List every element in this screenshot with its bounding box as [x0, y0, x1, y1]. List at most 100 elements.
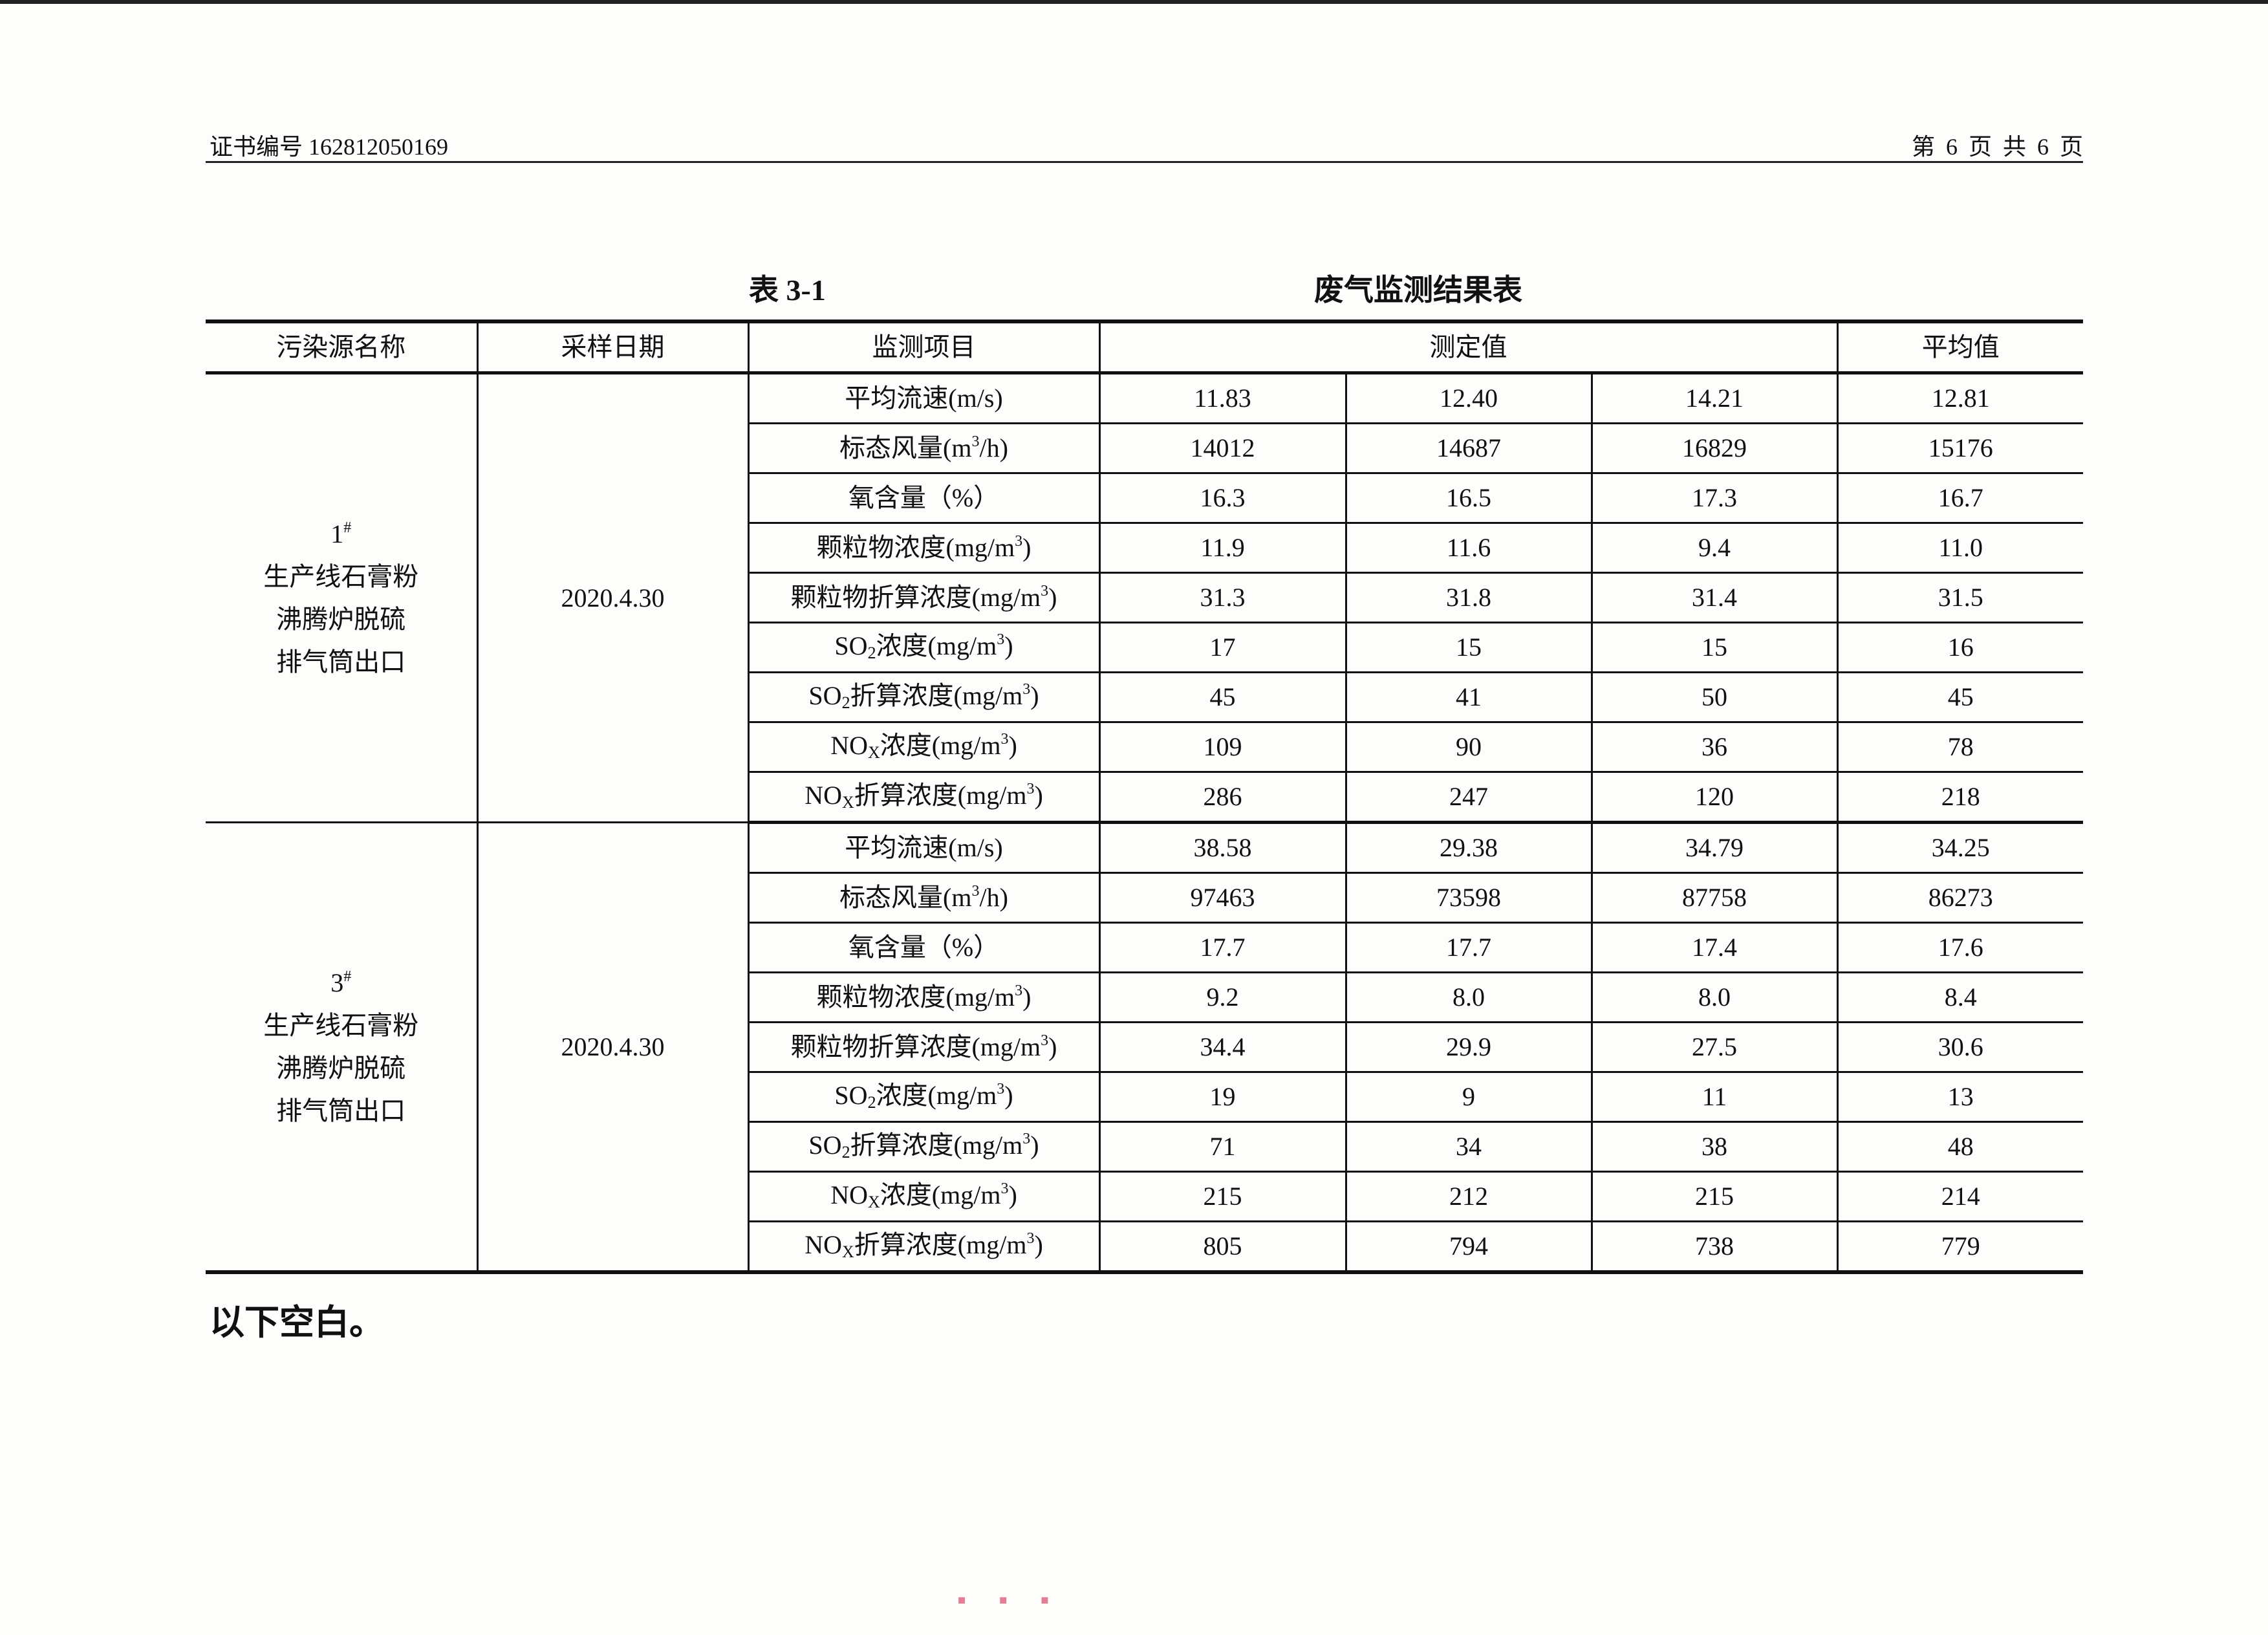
item-label-part: SO — [808, 1131, 842, 1160]
monitoring-item-cell: 氧含量（%） — [748, 473, 1101, 524]
item-label-part: 3 — [1041, 1032, 1049, 1049]
measured-value-cell: 16829 — [1590, 423, 1839, 474]
table-row: SO2浓度(mg/m3) 17 15 15 16 — [206, 622, 2083, 673]
monitoring-item-cell: SO2折算浓度(mg/m3) — [748, 1121, 1101, 1173]
item-label-part: 平均流速(m/s) — [845, 384, 1003, 413]
blank-below-note: 以下空白。 — [210, 1303, 384, 1342]
measured-value-cell: 41 — [1345, 672, 1593, 723]
item-label-part: 折算浓度(mg/m — [850, 681, 1023, 711]
measured-value-cell: 36 — [1590, 722, 1839, 773]
item-label-part: 3 — [1022, 681, 1031, 698]
table-row: 氧含量（%） 17.7 17.7 17.4 17.6 — [206, 922, 2083, 973]
measured-value-cell: 9 — [1345, 1072, 1593, 1123]
monitoring-item-cell: 颗粒物折算浓度(mg/m3) — [748, 572, 1101, 623]
measured-value-cell: 212 — [1345, 1171, 1593, 1222]
item-label-part: 折算浓度(mg/m — [854, 1230, 1027, 1260]
monitoring-item-cell: 颗粒物浓度(mg/m3) — [748, 972, 1101, 1023]
measured-value-cell: 11 — [1590, 1072, 1839, 1123]
measured-value-cell: 215 — [1098, 1171, 1347, 1222]
item-label-part: 浓度(mg/m — [880, 1180, 1001, 1210]
item-label-part: 3 — [971, 883, 980, 900]
item-label-part: 2 — [867, 644, 876, 663]
measured-value-cell: 17.7 — [1098, 922, 1347, 973]
measured-value-cell: 12.40 — [1345, 373, 1593, 424]
measured-value-cell: 14.21 — [1590, 373, 1839, 424]
monitoring-item-cell: NOX浓度(mg/m3) — [748, 722, 1101, 773]
measured-value-cell: 109 — [1098, 722, 1347, 773]
table-row: 1# 生产线石膏粉 沸腾炉脱硫 排气筒出口 2020.4.30 平均流速(m/s) 11.8… — [206, 373, 2083, 823]
item-label-part: X — [868, 1193, 880, 1212]
monitoring-item-cell: NOX折算浓度(mg/m3) — [748, 772, 1101, 824]
item-label-part: 颗粒物折算浓度(mg/m — [790, 1032, 1041, 1061]
col-header-item: 监测项目 — [747, 321, 1101, 374]
monitoring-item-cell: 颗粒物折算浓度(mg/m3) — [748, 1022, 1101, 1073]
measured-value-cell: 27.5 — [1590, 1022, 1839, 1073]
average-value-cell: 214 — [1836, 1171, 2083, 1222]
header-divider — [206, 161, 2083, 163]
table-title: 废气监测结果表 — [1314, 274, 1522, 307]
col-header-measured: 测定值 — [1098, 321, 1839, 374]
page-indicator: 第 6 页 共 6 页 — [1911, 134, 2083, 160]
item-label-part: 氧含量（%） — [848, 933, 1000, 962]
measured-value-cell: 14012 — [1098, 423, 1347, 474]
item-label-part: ) — [1034, 781, 1043, 810]
item-label-part: 氧含量（%） — [848, 483, 1000, 512]
monitoring-item-cell: SO2浓度(mg/m3) — [748, 1072, 1101, 1123]
item-label-part: 3 — [1041, 583, 1049, 600]
monitoring-item-cell: 标态风量(m3/h) — [748, 872, 1101, 924]
measured-value-cell: 11.83 — [1098, 373, 1347, 424]
measured-value-cell: 90 — [1345, 722, 1593, 773]
average-value-cell: 218 — [1836, 772, 2083, 824]
item-label-part: 浓度(mg/m — [880, 731, 1001, 761]
item-label-part: SO — [834, 1081, 868, 1110]
item-label-part: X — [842, 793, 854, 812]
measured-value-cell: 97463 — [1098, 872, 1347, 924]
measured-value-cell: 120 — [1590, 772, 1839, 824]
item-label-part: 折算浓度(mg/m — [850, 1131, 1023, 1160]
average-value-cell: 11.0 — [1836, 523, 2083, 574]
item-label-part: X — [842, 1242, 854, 1262]
average-value-cell: 8.4 — [1836, 972, 2083, 1023]
item-label-part: 3 — [997, 1081, 1005, 1098]
source-number-value: 3 — [330, 968, 344, 997]
source-name-line: 排气筒出口 — [276, 647, 406, 677]
item-label-part: 2 — [841, 1143, 850, 1162]
measured-value-cell: 247 — [1345, 772, 1593, 824]
measured-value-cell: 286 — [1098, 772, 1347, 824]
measured-value-cell: 31.4 — [1590, 572, 1839, 623]
item-label-part: ) — [1034, 1230, 1043, 1260]
average-value-cell: 16.7 — [1836, 473, 2083, 524]
measured-value-cell: 45 — [1098, 672, 1347, 723]
monitoring-item-cell: 氧含量（%） — [748, 922, 1101, 973]
item-label-part: ) — [1048, 1032, 1057, 1061]
measured-value-cell: 11.9 — [1098, 523, 1347, 574]
measured-value-cell: 16.3 — [1098, 473, 1347, 524]
item-label-part: X — [868, 743, 880, 763]
measured-value-cell: 805 — [1098, 1221, 1347, 1274]
measured-value-cell: 16.5 — [1345, 473, 1593, 524]
item-label-part: 3 — [1015, 533, 1023, 550]
item-label-part: ) — [1022, 533, 1031, 562]
measured-value-cell: 87758 — [1590, 872, 1839, 924]
measured-value-cell: 34.4 — [1098, 1022, 1347, 1073]
item-label-part: SO — [808, 681, 842, 711]
item-label-part: 3 — [971, 433, 980, 450]
measured-value-cell: 738 — [1590, 1221, 1839, 1274]
table-row: 3# 生产线石膏粉 沸腾炉脱硫 排气筒出口 2020.4.30 平均流速(m/s) 38.5… — [206, 822, 2083, 1273]
item-label-part: ) — [1008, 731, 1017, 761]
measured-value-cell: 794 — [1345, 1221, 1593, 1274]
item-label-part: 2 — [867, 1093, 876, 1112]
measured-value-cell: 38 — [1590, 1121, 1839, 1173]
item-label-part: 3 — [1000, 1180, 1009, 1198]
average-value-cell: 34.25 — [1836, 822, 2083, 874]
source-name-cell: 3# 生产线石膏粉 沸腾炉脱硫 排气筒出口 — [206, 822, 479, 1273]
faint-stamp-mark: ▪ ▪ ▪ — [957, 1585, 1063, 1614]
average-value-cell: 48 — [1836, 1121, 2083, 1173]
item-label-part: 折算浓度(mg/m — [854, 781, 1027, 810]
monitoring-item-cell: 标态风量(m3/h) — [748, 423, 1101, 474]
certificate-number: 证书编号 162812050169 — [210, 134, 449, 160]
measured-value-cell: 19 — [1098, 1072, 1347, 1123]
source-name-line: 沸腾炉脱硫 — [276, 1053, 406, 1083]
col-header-source: 污染源名称 — [206, 321, 479, 374]
average-value-cell: 45 — [1836, 672, 2083, 723]
